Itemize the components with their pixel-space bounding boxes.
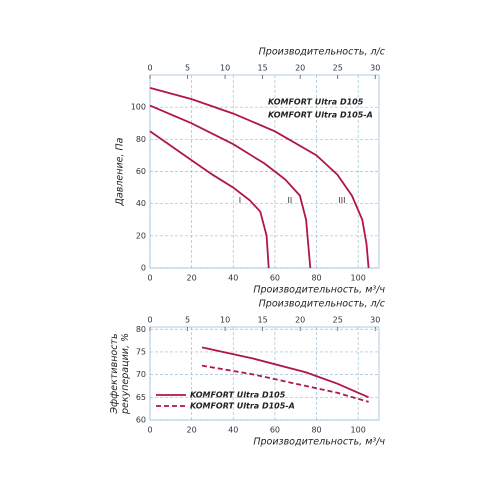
x-tick-label: 0 bbox=[147, 426, 152, 435]
y-tick-label: 70 bbox=[136, 370, 146, 379]
y-tick-label: 75 bbox=[136, 347, 146, 356]
x2-tick-label: 15 bbox=[258, 64, 268, 73]
x2-tick-label: 30 bbox=[370, 316, 380, 325]
y-tick-label: 100 bbox=[131, 103, 146, 112]
curve-label: II bbox=[288, 196, 293, 205]
series-line bbox=[201, 364, 369, 403]
x-tick-label: 60 bbox=[270, 426, 280, 435]
x2-tick-label: 20 bbox=[295, 64, 305, 73]
y-axis-label: Давление, Па bbox=[115, 137, 126, 206]
series-line bbox=[149, 104, 312, 269]
y-tick-label: 65 bbox=[136, 393, 146, 402]
x2-tick-label: 5 bbox=[185, 316, 190, 325]
x2-tick-label: 25 bbox=[333, 316, 343, 325]
annotation: KOMFORT Ultra D105 bbox=[268, 98, 364, 107]
y-tick-label: 20 bbox=[136, 231, 146, 240]
x2-tick-label: 15 bbox=[258, 316, 268, 325]
y-tick-label: 60 bbox=[136, 167, 146, 176]
x2-tick-label: 30 bbox=[370, 64, 380, 73]
y-tick-label: 0 bbox=[141, 264, 146, 273]
x-tick-label: 100 bbox=[351, 426, 366, 435]
x2-tick-label: 25 bbox=[333, 64, 343, 73]
x2-tick-label: 0 bbox=[147, 316, 152, 325]
curve-label: III bbox=[338, 196, 345, 205]
x2-axis-label: Производительность, л/с bbox=[259, 47, 386, 58]
y-tick-label: 40 bbox=[136, 199, 146, 208]
legend-label: KOMFORT Ultra D105-A bbox=[190, 402, 295, 411]
x2-tick-label: 10 bbox=[220, 316, 230, 325]
x-tick-label: 40 bbox=[228, 274, 238, 283]
curve-label: I bbox=[239, 196, 241, 205]
x-tick-label: 100 bbox=[351, 274, 366, 283]
y-axis-label: Эффективность bbox=[109, 333, 120, 414]
y-tick-label: 60 bbox=[136, 416, 146, 425]
annotation: KOMFORT Ultra D105-A bbox=[268, 111, 373, 120]
legend-label: KOMFORT Ultra D105 bbox=[190, 391, 286, 400]
series-line bbox=[149, 87, 370, 269]
x2-axis-label: Производительность, л/с bbox=[259, 299, 386, 310]
x2-tick-label: 20 bbox=[295, 316, 305, 325]
x-tick-label: 80 bbox=[311, 274, 321, 283]
x-tick-label: 0 bbox=[147, 274, 152, 283]
x-tick-label: 20 bbox=[187, 426, 197, 435]
x-tick-label: 80 bbox=[311, 426, 321, 435]
series-line bbox=[149, 130, 270, 269]
x-axis-label: Производительность, м³/ч bbox=[253, 437, 385, 448]
x-axis-label: Производительность, м³/ч bbox=[253, 285, 385, 296]
x-tick-label: 60 bbox=[270, 274, 280, 283]
x2-tick-label: 0 bbox=[147, 64, 152, 73]
x2-tick-label: 10 bbox=[220, 64, 230, 73]
x-tick-label: 40 bbox=[228, 426, 238, 435]
y-axis-label: рекуперации, % bbox=[120, 333, 131, 415]
y-tick-label: 80 bbox=[136, 325, 146, 334]
x-tick-label: 20 bbox=[187, 274, 197, 283]
series-line bbox=[201, 346, 369, 399]
y-tick-label: 80 bbox=[136, 135, 146, 144]
x2-tick-label: 5 bbox=[185, 64, 190, 73]
